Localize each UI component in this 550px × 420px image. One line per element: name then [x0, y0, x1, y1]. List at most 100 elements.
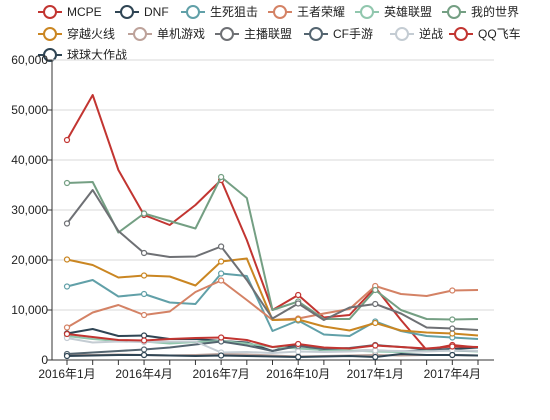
series-6: [63, 173, 479, 323]
legend-label: 单机游戏: [157, 27, 205, 41]
legend-marker-icon: [447, 5, 461, 19]
legend-label: 英雄联盟: [384, 4, 432, 19]
data-point: [63, 283, 71, 290]
data-point: [449, 351, 456, 359]
data-point: [218, 334, 225, 341]
x-tick-label: 2017年1月: [347, 367, 404, 381]
series-12: [63, 330, 479, 350]
data-point: [372, 286, 379, 294]
legend-label: 生死狙击: [210, 5, 258, 19]
series-line: [66, 333, 479, 350]
y-tick-label: 40,000: [11, 153, 48, 167]
data-point: [63, 256, 71, 263]
x-tick-label: 2016年7月: [192, 367, 249, 381]
legend-label: CF手游: [333, 27, 373, 41]
legend-label: QQ飞车: [478, 26, 521, 41]
data-point: [372, 347, 379, 354]
data-point: [218, 173, 225, 181]
data-point: [449, 330, 456, 337]
data-point: [63, 220, 71, 227]
data-point: [449, 287, 456, 294]
data-point: [140, 332, 148, 339]
legend-item[interactable]: QQ飞车: [449, 26, 521, 41]
legend-marker-icon: [454, 27, 468, 41]
y-tick-label: 60,000: [11, 53, 48, 67]
series-13: [63, 351, 479, 361]
legend-marker-icon: [186, 5, 200, 19]
data-point: [140, 272, 148, 279]
series-line: [66, 257, 479, 337]
legend-label: 主播联盟: [244, 27, 292, 41]
data-point: [63, 136, 71, 144]
legend-marker-icon: [43, 27, 57, 41]
legend-item[interactable]: 英雄联盟: [355, 4, 432, 19]
axes: 0 10,000 20,000 30,000 40,000 50,000 60,000 201…: [11, 53, 494, 381]
legend-label: 我的世界: [471, 4, 519, 19]
data-point: [295, 316, 302, 323]
legend-label: MCPE: [67, 5, 102, 19]
y-tick-label: 50,000: [11, 103, 48, 117]
series-line: [66, 94, 479, 351]
legend-item[interactable]: MCPE: [38, 5, 102, 19]
legend-item[interactable]: 穿越火线: [38, 26, 115, 41]
data-point: [295, 340, 302, 348]
y-tick-label: 20,000: [11, 253, 48, 267]
x-tick-label: 2016年1月: [38, 367, 95, 381]
legend-item[interactable]: 单机游戏: [128, 27, 205, 41]
series-group: [63, 94, 479, 361]
series-line: [66, 176, 479, 321]
legend-marker-icon: [43, 5, 57, 19]
data-point: [449, 316, 456, 323]
grid: [52, 59, 494, 311]
y-tick-label: 10,000: [11, 303, 48, 317]
data-point: [372, 353, 379, 361]
series-line: [66, 189, 479, 331]
legend-label: 球球大作战: [67, 48, 127, 62]
series-line: [66, 353, 479, 358]
data-point: [218, 270, 225, 277]
legend-label: DNF: [144, 5, 169, 19]
data-point: [63, 330, 71, 338]
data-point: [449, 325, 456, 332]
legend-item[interactable]: 生死狙击: [181, 5, 258, 19]
legend-item[interactable]: 球球大作战: [38, 48, 127, 62]
legend-marker-icon: [120, 5, 134, 19]
legend-marker-icon: [360, 5, 374, 19]
data-point: [140, 346, 148, 353]
data-point: [218, 258, 225, 265]
series-7: [63, 256, 479, 337]
data-point: [295, 291, 302, 299]
data-point: [140, 351, 148, 359]
x-tick-label: 2017年4月: [424, 367, 481, 381]
series-9: [63, 189, 479, 332]
data-point: [63, 179, 71, 187]
x-tick-label: 2016年10月: [266, 367, 330, 381]
legend-item[interactable]: 王者荣耀: [268, 5, 345, 19]
legend-marker-icon: [309, 27, 323, 41]
data-point: [372, 319, 379, 327]
legend-item[interactable]: 逆战: [390, 26, 443, 41]
legend-marker-icon: [395, 27, 409, 41]
data-point: [140, 210, 148, 217]
legend-item[interactable]: CF手游: [304, 27, 373, 41]
legend-marker-icon: [43, 48, 57, 62]
y-tick-label: 30,000: [11, 203, 48, 217]
legend-label: 穿越火线: [67, 26, 115, 41]
series-line: [66, 337, 479, 354]
y-tick-label: 0: [41, 353, 48, 367]
data-point: [449, 343, 456, 350]
data-point: [372, 300, 379, 308]
legend-item[interactable]: 主播联盟: [215, 27, 292, 41]
data-point: [63, 352, 71, 360]
data-point: [140, 249, 148, 257]
data-point: [218, 352, 225, 359]
legend-marker-icon: [273, 5, 287, 19]
legend-item[interactable]: DNF: [115, 5, 169, 19]
data-point: [140, 290, 148, 298]
data-point: [140, 337, 148, 344]
data-point: [295, 300, 302, 307]
legend-item[interactable]: 我的世界: [442, 4, 519, 19]
series-1: [63, 94, 479, 351]
